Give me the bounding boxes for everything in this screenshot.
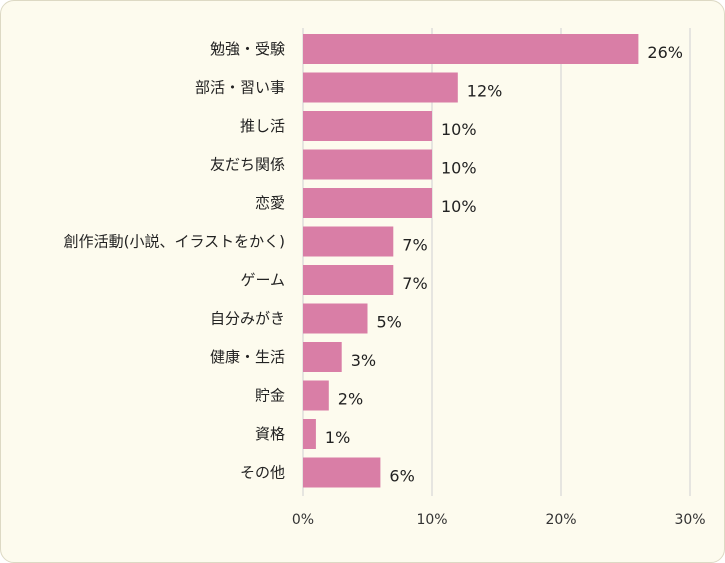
value-label: 1% [325, 428, 350, 447]
bar [303, 34, 639, 64]
category-label: 勉強・受験 [210, 40, 285, 58]
bar [303, 342, 342, 372]
value-label: 6% [389, 467, 414, 486]
bar [303, 380, 329, 411]
category-label: 恋愛 [255, 194, 285, 212]
category-label: 健康・生活 [210, 348, 285, 366]
x-tick-label: 10% [416, 512, 447, 528]
value-label: 10% [441, 197, 477, 216]
x-tick-label: 0% [292, 512, 314, 528]
bar [303, 72, 458, 103]
x-tick-label: 20% [545, 512, 576, 528]
value-label: 2% [338, 390, 363, 409]
category-label: 貯金 [255, 387, 285, 405]
x-axis-tick-labels: 0% 10% 20% 30% [292, 512, 706, 528]
category-label: 自分みがき [210, 310, 285, 328]
bar [303, 188, 432, 218]
bar [303, 149, 432, 180]
value-label: 3% [351, 351, 376, 370]
value-labels: 26% 12% 10% 10% 10% 7% 7% 5%3% 2% 1% 6% [325, 43, 683, 486]
bar [303, 457, 381, 488]
value-label: 5% [377, 313, 402, 332]
gridlines [302, 28, 691, 496]
category-label: その他 [240, 464, 285, 482]
category-label: 創作活動(小説、イラストをかく) [64, 233, 285, 251]
value-label: 10% [441, 120, 477, 139]
bars [303, 34, 639, 488]
category-label: 推し活 [240, 117, 285, 135]
x-tick-label: 30% [674, 512, 705, 528]
bar [303, 226, 394, 257]
category-label: 部活・習い事 [195, 79, 285, 97]
value-label: 26% [647, 43, 683, 62]
bar [303, 111, 432, 141]
category-label: 資格 [255, 425, 285, 443]
value-label: 12% [467, 82, 503, 101]
category-label: 友だち関係 [210, 156, 285, 174]
value-label: 7% [402, 236, 427, 255]
bar [303, 303, 368, 334]
category-label: ゲーム [240, 271, 285, 289]
bar [303, 265, 394, 295]
value-label: 10% [441, 159, 477, 178]
bar [303, 419, 316, 449]
value-label: 7% [402, 274, 427, 293]
